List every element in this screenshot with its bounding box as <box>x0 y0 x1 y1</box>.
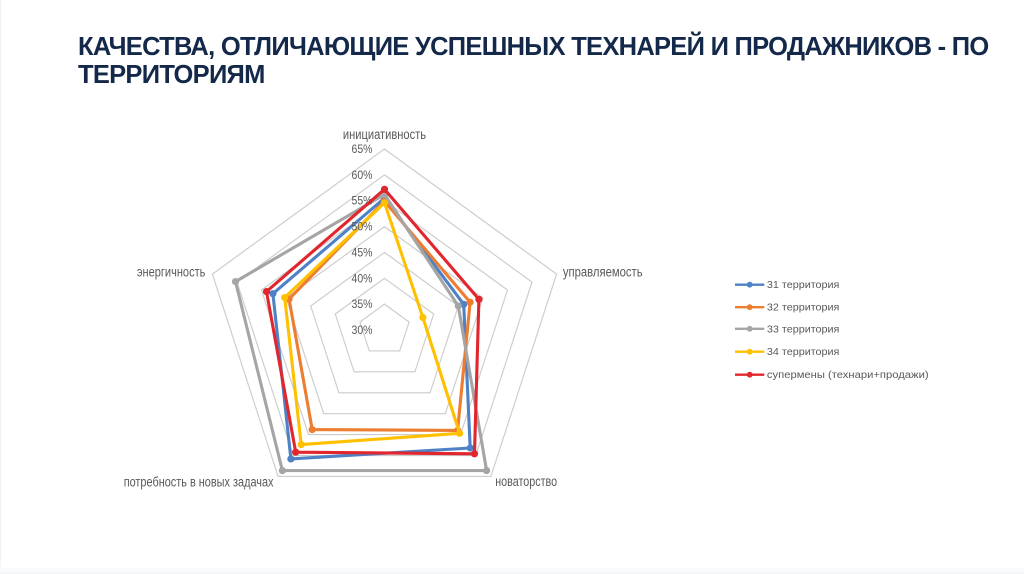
svg-text:34 территория: 34 территория <box>767 346 840 358</box>
svg-text:35%: 35% <box>352 299 373 311</box>
svg-text:31 территория: 31 территория <box>767 279 840 291</box>
svg-text:новаторство: новаторство <box>495 474 557 489</box>
svg-text:65%: 65% <box>352 144 373 156</box>
svg-text:супермены (технари+продажи): супермены (технари+продажи) <box>767 369 929 381</box>
svg-text:45%: 45% <box>352 247 373 259</box>
svg-text:60%: 60% <box>352 170 373 182</box>
svg-text:55%: 55% <box>352 196 373 208</box>
svg-text:33 территория: 33 территория <box>767 323 840 335</box>
svg-text:50%: 50% <box>352 222 373 234</box>
svg-text:энергичность: энергичность <box>137 265 206 280</box>
svg-text:управляемость: управляемость <box>563 265 643 280</box>
svg-text:32 территория: 32 территория <box>767 302 840 314</box>
svg-text:потребность в новых задачах: потребность в новых задачах <box>124 475 274 490</box>
svg-text:инициативность: инициативность <box>343 127 426 142</box>
svg-text:30%: 30% <box>352 325 373 337</box>
svg-text:40%: 40% <box>352 273 373 285</box>
